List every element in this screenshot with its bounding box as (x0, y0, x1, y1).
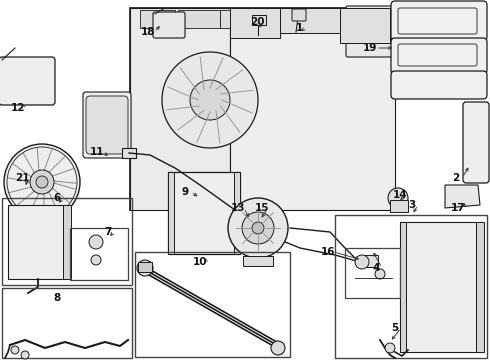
Text: 4: 4 (372, 263, 380, 273)
Bar (230, 8, 395, 210)
Circle shape (242, 212, 274, 244)
Circle shape (89, 235, 103, 249)
Bar (220, 10, 248, 28)
Bar (168, 172, 240, 254)
Text: 21: 21 (15, 173, 29, 183)
Text: 5: 5 (392, 323, 399, 333)
Circle shape (4, 144, 80, 220)
Bar (400, 222, 482, 352)
FancyBboxPatch shape (292, 9, 306, 21)
Bar (230, 8, 280, 38)
Text: 2: 2 (452, 173, 460, 183)
Text: 12: 12 (11, 103, 25, 113)
Bar (400, 222, 406, 352)
Circle shape (162, 52, 258, 148)
Text: 9: 9 (181, 187, 189, 197)
Bar (362, 255, 378, 267)
Circle shape (385, 343, 395, 353)
Bar (8, 205, 66, 279)
Bar (335, 215, 487, 358)
Text: 6: 6 (53, 193, 61, 203)
FancyBboxPatch shape (346, 33, 392, 57)
FancyBboxPatch shape (153, 12, 185, 38)
Bar (135, 252, 290, 357)
FancyBboxPatch shape (86, 96, 128, 154)
Bar (252, 15, 266, 25)
Bar (130, 8, 230, 210)
Text: 17: 17 (451, 203, 465, 213)
Bar (63, 205, 71, 279)
Circle shape (91, 255, 101, 265)
Bar (345, 248, 400, 298)
Text: 8: 8 (53, 293, 61, 303)
Circle shape (355, 255, 369, 269)
Bar (130, 8, 395, 210)
Circle shape (375, 269, 385, 279)
Circle shape (21, 351, 29, 359)
FancyBboxPatch shape (391, 71, 487, 99)
FancyBboxPatch shape (0, 57, 55, 105)
Bar (340, 8, 390, 43)
Bar (140, 10, 175, 28)
Bar (234, 172, 240, 254)
Bar (476, 222, 484, 352)
Circle shape (388, 188, 408, 208)
Text: 19: 19 (363, 43, 377, 53)
FancyBboxPatch shape (391, 38, 487, 74)
Circle shape (228, 198, 288, 258)
Bar (2, 198, 132, 285)
Bar (70, 228, 128, 280)
Circle shape (30, 170, 54, 194)
Circle shape (36, 176, 48, 188)
Text: 14: 14 (392, 190, 407, 200)
FancyBboxPatch shape (391, 1, 487, 41)
Text: 20: 20 (250, 17, 264, 27)
Text: 3: 3 (408, 200, 416, 210)
Text: 13: 13 (231, 203, 245, 213)
Bar (243, 256, 273, 266)
FancyBboxPatch shape (346, 6, 392, 35)
Bar (168, 172, 174, 254)
Bar (178, 10, 220, 28)
Circle shape (252, 222, 264, 234)
Text: 10: 10 (193, 257, 207, 267)
Polygon shape (445, 185, 480, 208)
Circle shape (190, 80, 230, 120)
Text: 15: 15 (255, 203, 269, 213)
Bar (138, 262, 152, 272)
Bar (280, 8, 340, 33)
Circle shape (271, 341, 285, 355)
Text: 7: 7 (104, 227, 112, 237)
Circle shape (11, 346, 19, 354)
FancyBboxPatch shape (463, 102, 489, 183)
Text: 18: 18 (141, 27, 155, 37)
Bar (122, 148, 136, 158)
Circle shape (137, 260, 153, 276)
Bar (390, 200, 408, 212)
FancyBboxPatch shape (83, 92, 131, 158)
Text: 16: 16 (321, 247, 335, 257)
Text: 11: 11 (90, 147, 104, 157)
Text: 1: 1 (295, 23, 303, 33)
Bar (2, 288, 132, 358)
